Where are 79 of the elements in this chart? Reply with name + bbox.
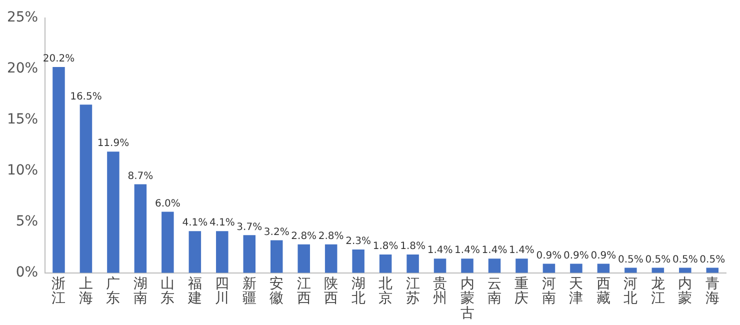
x-tick-label: 河北 — [624, 276, 638, 307]
data-label: 1.4% — [454, 245, 480, 256]
data-label: 0.5% — [618, 254, 644, 266]
x-tick-label: 四川 — [215, 276, 230, 307]
data-label: 0.9% — [536, 250, 562, 262]
x-tick-label: 云南 — [488, 276, 502, 307]
data-label: 0.5% — [645, 254, 671, 266]
data-label: 1.4% — [482, 245, 508, 256]
bar — [162, 212, 174, 273]
bar — [298, 244, 310, 273]
data-label: 6.0% — [154, 198, 180, 210]
x-tick-label: 陕西 — [324, 276, 338, 307]
bar — [570, 264, 582, 273]
x-tick-label: 上海 — [78, 276, 93, 307]
x-tick-label: 浙江 — [52, 276, 66, 307]
bar — [461, 258, 474, 273]
x-tick-label: 贵州 — [433, 276, 448, 307]
data-label: 1.4% — [427, 245, 453, 256]
data-label: 3.7% — [236, 222, 262, 233]
data-label: 0.5% — [672, 254, 698, 266]
bar — [188, 231, 202, 273]
data-label: 0.9% — [564, 250, 589, 262]
x-tick-label: 河南 — [542, 276, 556, 307]
bar — [134, 184, 147, 273]
x-tick-label: 湖北 — [351, 276, 366, 307]
x-tick-label: 山东 — [160, 276, 175, 307]
data-label: 0.9% — [590, 250, 616, 262]
data-label: 1.4% — [509, 245, 534, 256]
bar — [488, 258, 501, 273]
y-tick-label: 20% — [6, 60, 38, 77]
bar — [379, 254, 392, 273]
bar — [80, 104, 92, 273]
x-tick-label: 青海 — [705, 276, 720, 307]
data-label: 16.5% — [70, 91, 102, 102]
x-tick-label: 湖南 — [133, 276, 148, 307]
bar — [243, 235, 256, 273]
bar — [624, 268, 637, 273]
x-tick-label: 福建 — [186, 276, 202, 307]
bar — [679, 268, 692, 273]
data-label: 2.8% — [291, 230, 317, 242]
data-label: 20.2% — [42, 54, 75, 65]
x-tick-label: 北京 — [378, 276, 393, 307]
data-label: 11.9% — [97, 138, 130, 150]
x-tick-label: 广东 — [106, 276, 120, 307]
x-tick-label: 西藏 — [596, 276, 610, 307]
bar — [542, 264, 556, 273]
bar — [516, 258, 528, 273]
x-tick-label: 内蒙古 — [460, 276, 474, 322]
data-label: 4.1% — [182, 218, 208, 229]
data-label: 8.7% — [128, 170, 154, 182]
x-tick-label: 江苏 — [406, 276, 420, 307]
x-tick-label: 新疆 — [242, 276, 256, 307]
data-label: 4.1% — [209, 218, 235, 229]
x-tick-label: 龙江 — [650, 276, 665, 307]
y-tick-label: 5% — [16, 214, 38, 230]
x-tick-label: 安徽 — [270, 276, 284, 307]
y-tick-label: 25% — [6, 10, 38, 26]
bar — [352, 249, 364, 273]
data-label: 1.8% — [400, 241, 426, 252]
data-label: 3.2% — [264, 226, 290, 238]
bar — [597, 264, 610, 273]
x-tick-label: 天津 — [569, 276, 584, 307]
y-tick-label: 10% — [6, 162, 38, 179]
data-label: 2.3% — [346, 236, 372, 248]
x-tick-label: 内蒙 — [678, 276, 692, 307]
bar — [434, 258, 446, 273]
bar — [324, 244, 338, 273]
data-label: 0.5% — [700, 254, 726, 266]
y-tick-label: 15% — [6, 112, 38, 128]
bar — [270, 240, 283, 273]
bar — [107, 152, 120, 273]
data-label: 2.8% — [318, 230, 344, 242]
x-tick-label: 重庆 — [514, 276, 529, 307]
bar — [216, 231, 228, 273]
y-tick-label: 0% — [16, 264, 38, 281]
data-label: 1.8% — [372, 241, 398, 252]
bar — [52, 66, 65, 273]
bar — [406, 254, 419, 273]
x-tick-label: 江西 — [296, 276, 311, 307]
